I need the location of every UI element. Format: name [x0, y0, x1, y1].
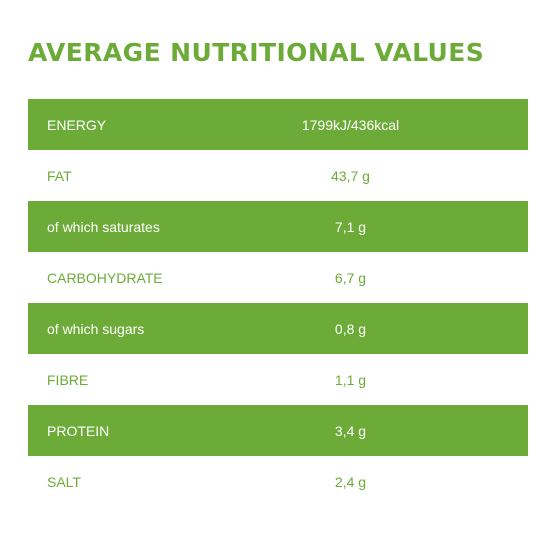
table-row-fat: FAT 43,7 g: [28, 150, 528, 201]
row-value: 1,1 g: [334, 371, 367, 388]
row-value: 43,7 g: [331, 167, 370, 184]
row-label: CARBOHYDRATE: [47, 269, 163, 286]
row-value: 2,4 g: [334, 473, 367, 490]
row-value: 6,7 g: [334, 269, 367, 286]
table-row-protein: PROTEIN 3,4 g: [28, 405, 528, 456]
row-label: SALT: [47, 473, 81, 490]
table-row-carbohydrate: CARBOHYDRATE 6,7 g: [28, 252, 528, 303]
table-row-fibre: FIBRE 1,1 g: [28, 354, 528, 405]
row-value: 3,4 g: [334, 422, 367, 439]
row-label: PROTEIN: [47, 422, 110, 439]
row-label: FIBRE: [47, 371, 89, 388]
table-row-sugars: of which sugars 0,8 g: [28, 303, 528, 354]
nutrition-table: ENERGY 1799kJ/436kcal FAT 43,7 g of whic…: [28, 99, 528, 507]
row-value: 0,8 g: [334, 320, 367, 337]
row-label: FAT: [47, 167, 72, 184]
row-label: ENERGY: [47, 116, 107, 133]
row-value: 7,1 g: [334, 218, 367, 235]
row-label: of which sugars: [47, 320, 145, 337]
table-row-salt: SALT 2,4 g: [28, 456, 528, 507]
row-value: 1799kJ/436kcal: [301, 116, 400, 133]
table-row-energy: ENERGY 1799kJ/436kcal: [28, 99, 528, 150]
table-row-saturates: of which saturates 7,1 g: [28, 201, 528, 252]
row-label: of which saturates: [47, 218, 160, 235]
page-title: AVERAGE NUTRITIONAL VALUES: [28, 38, 485, 67]
